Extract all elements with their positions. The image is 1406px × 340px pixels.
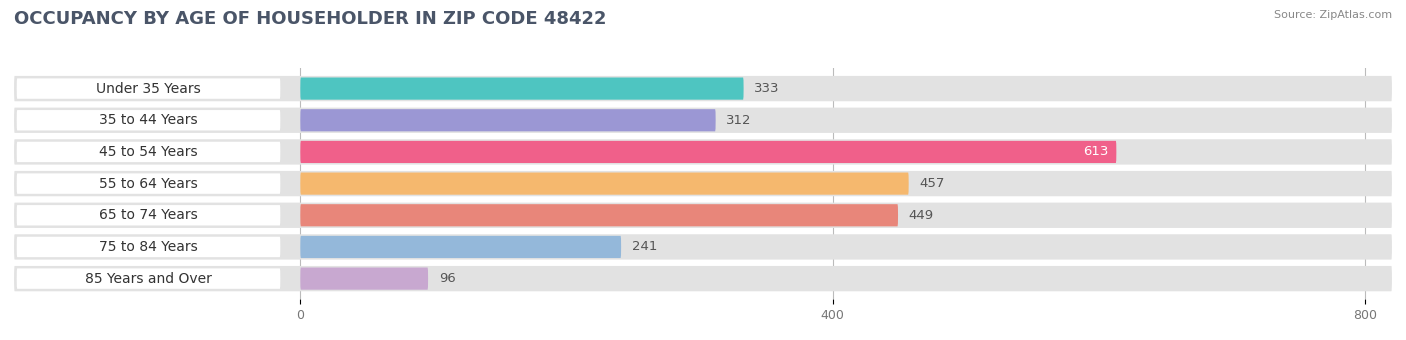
Text: OCCUPANCY BY AGE OF HOUSEHOLDER IN ZIP CODE 48422: OCCUPANCY BY AGE OF HOUSEHOLDER IN ZIP C…	[14, 10, 606, 28]
Text: 449: 449	[908, 209, 934, 222]
FancyBboxPatch shape	[301, 78, 744, 100]
FancyBboxPatch shape	[17, 142, 280, 162]
Text: 613: 613	[1083, 146, 1108, 158]
FancyBboxPatch shape	[301, 172, 908, 195]
FancyBboxPatch shape	[14, 139, 1392, 165]
FancyBboxPatch shape	[301, 141, 1116, 163]
Text: 312: 312	[727, 114, 752, 127]
FancyBboxPatch shape	[17, 205, 280, 225]
FancyBboxPatch shape	[301, 268, 427, 290]
FancyBboxPatch shape	[17, 268, 280, 289]
FancyBboxPatch shape	[14, 76, 1392, 101]
Text: 457: 457	[920, 177, 945, 190]
Text: 96: 96	[439, 272, 456, 285]
Text: 35 to 44 Years: 35 to 44 Years	[100, 113, 198, 127]
Text: 65 to 74 Years: 65 to 74 Years	[100, 208, 198, 222]
Text: 45 to 54 Years: 45 to 54 Years	[100, 145, 198, 159]
Text: 75 to 84 Years: 75 to 84 Years	[100, 240, 198, 254]
Text: 241: 241	[631, 240, 657, 253]
Text: 55 to 64 Years: 55 to 64 Years	[100, 176, 198, 191]
Text: Under 35 Years: Under 35 Years	[96, 82, 201, 96]
FancyBboxPatch shape	[301, 204, 898, 226]
Text: 85 Years and Over: 85 Years and Over	[86, 272, 212, 286]
FancyBboxPatch shape	[17, 173, 280, 194]
FancyBboxPatch shape	[14, 107, 1392, 133]
FancyBboxPatch shape	[301, 109, 716, 131]
Text: 333: 333	[754, 82, 780, 95]
FancyBboxPatch shape	[14, 203, 1392, 228]
FancyBboxPatch shape	[14, 171, 1392, 196]
FancyBboxPatch shape	[17, 110, 280, 131]
Text: Source: ZipAtlas.com: Source: ZipAtlas.com	[1274, 10, 1392, 20]
FancyBboxPatch shape	[301, 236, 621, 258]
FancyBboxPatch shape	[14, 266, 1392, 291]
FancyBboxPatch shape	[17, 237, 280, 257]
FancyBboxPatch shape	[14, 234, 1392, 260]
FancyBboxPatch shape	[17, 79, 280, 99]
